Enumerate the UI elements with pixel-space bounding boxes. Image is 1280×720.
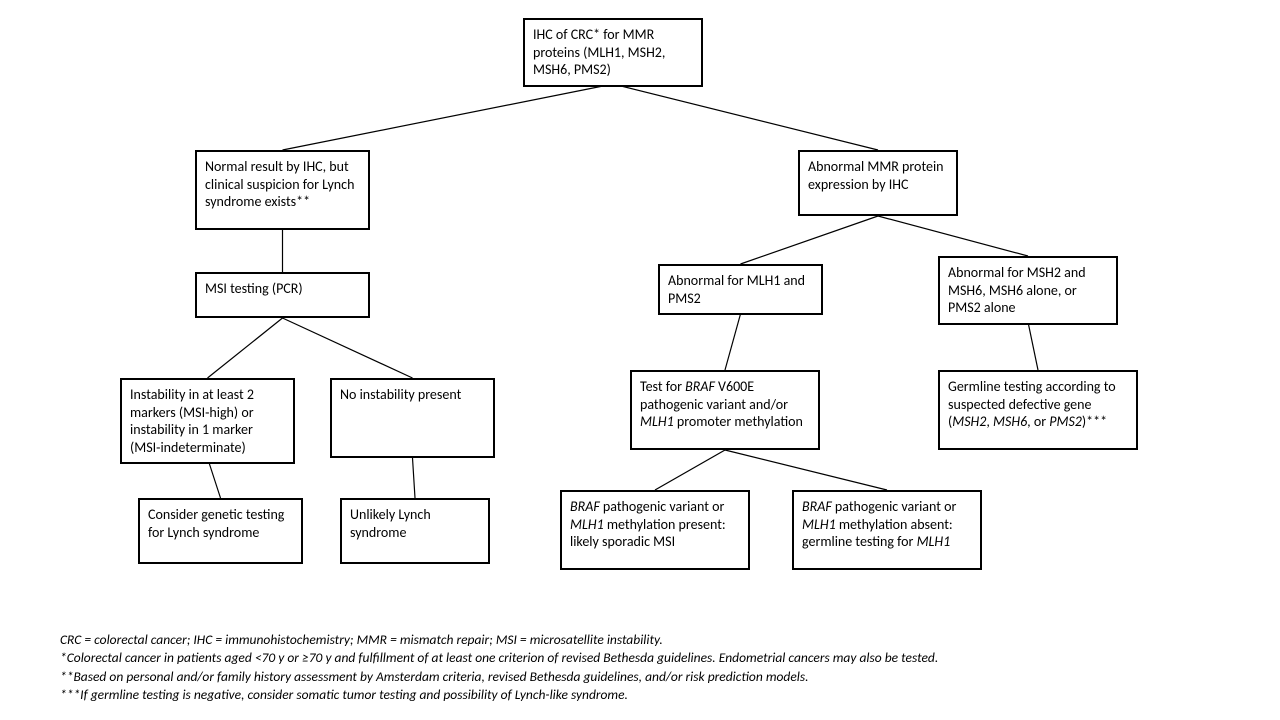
edge-n1-n2 xyxy=(283,84,614,150)
flowchart-node-n10: Germline testing according to suspected … xyxy=(938,370,1138,450)
edge-n4-n8 xyxy=(283,318,413,378)
flowchart-node-n1: IHC of CRC* for MMR proteins (MLH1, MSH2… xyxy=(523,18,703,87)
edge-n1-n3 xyxy=(613,84,878,150)
edge-n5-n9 xyxy=(725,314,741,370)
flowchart-node-n6: Abnormal for MSH2 and MSH6, MSH6 alone, … xyxy=(938,256,1118,325)
footnotes-block: CRC = colorectal cancer; IHC = immunohis… xyxy=(60,631,1220,704)
edge-n4-n7 xyxy=(208,318,283,378)
flowchart-node-n2: Normal result by IHC, but clinical suspi… xyxy=(195,150,370,230)
footnote-line: **Based on personal and/or family histor… xyxy=(60,668,1220,686)
flowchart-node-n3: Abnormal MMR protein expression by IHC xyxy=(798,150,958,216)
flowchart-node-n13: BRAF pathogenic variant or MLH1 methylat… xyxy=(560,490,750,570)
edge-n9-n13 xyxy=(655,450,725,490)
flowchart-node-n14: BRAF pathogenic variant or MLH1 methylat… xyxy=(792,490,982,570)
flowchart-node-n12: Unlikely Lynch syndrome xyxy=(340,498,490,564)
footnote-line: *Colorectal cancer in patients aged <70 … xyxy=(60,649,1220,667)
flowchart-node-n11: Consider genetic testing for Lynch syndr… xyxy=(138,498,303,564)
edge-n8-n12 xyxy=(413,458,416,498)
edge-n6-n10 xyxy=(1028,322,1038,370)
edge-n7-n11 xyxy=(208,458,221,498)
footnote-line: ***If germline testing is negative, cons… xyxy=(60,686,1220,704)
edge-n9-n14 xyxy=(725,450,887,490)
flowchart-node-n9: Test for BRAF V600E pathogenic variant a… xyxy=(630,370,820,450)
edge-n3-n6 xyxy=(878,216,1028,256)
flowchart-node-n8: No instability present xyxy=(330,378,495,458)
footnote-line: CRC = colorectal cancer; IHC = immunohis… xyxy=(60,631,1220,649)
flowchart-node-n4: MSI testing (PCR) xyxy=(195,272,370,318)
flowchart-connectors xyxy=(0,0,1280,720)
flowchart-node-n7: Instability in at least 2 markers (MSI-h… xyxy=(120,378,295,464)
flowchart-node-n5: Abnormal for MLH1 and PMS2 xyxy=(658,264,823,315)
edge-n3-n5 xyxy=(741,216,879,264)
